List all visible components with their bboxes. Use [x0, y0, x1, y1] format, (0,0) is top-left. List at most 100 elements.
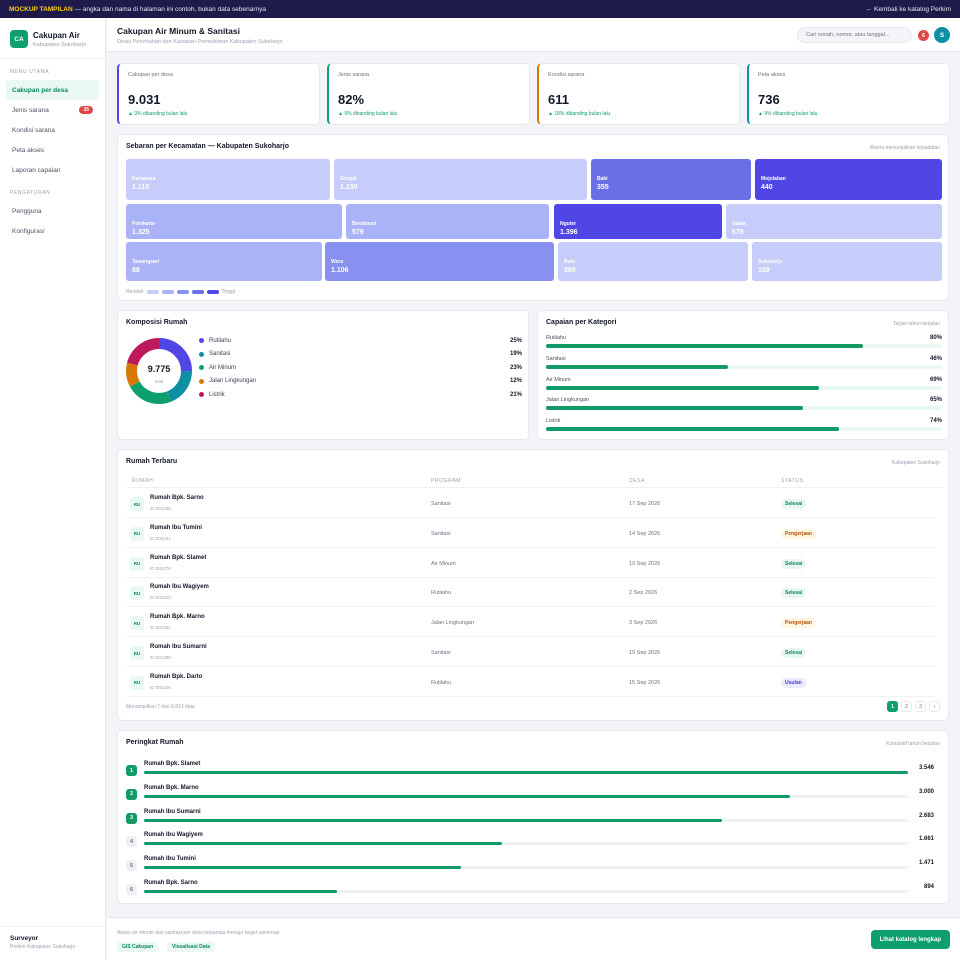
donut-slice[interactable] [126, 338, 192, 404]
legend-label: Listrik [209, 391, 225, 398]
district-value: 1.106 [331, 267, 349, 274]
legend-percent: 12% [509, 378, 522, 385]
rank-name: Rumah Bpk. Sarno [144, 880, 198, 886]
district-value: 389 [564, 267, 576, 274]
next-page-button[interactable]: › [929, 701, 940, 712]
status-badge: Selesai [781, 648, 807, 658]
ranking-card: Peringkat Rumah Kumulatif tahun berjalan… [117, 730, 949, 904]
table-row[interactable]: RU Rumah Bpk. Sarno ID 001236 Sanitasi 17 Se… [126, 488, 934, 518]
ranking-item[interactable]: 6 Rumah Bpk. Sarno 894 [126, 880, 934, 903]
app-title: Cakupan Air [33, 30, 80, 40]
page-button-3[interactable]: 3 [915, 701, 926, 712]
table-row[interactable]: RU Rumah Ibu Sumarni ID 001389 Sanitasi 19 S… [126, 637, 934, 667]
district-tile[interactable]: Mojolaban 440 [755, 159, 942, 200]
district-tile[interactable]: Tawangsari 88 [126, 242, 322, 281]
legend-high-label: Tinggi [221, 289, 235, 295]
section-label-settings: PENGATURAN [10, 190, 51, 196]
sidebar-item-pengguna[interactable]: Pengguna [6, 201, 99, 221]
rank-number: 1 [126, 765, 137, 776]
ranking-item[interactable]: 4 Rumah Ibu Wagiyem 1.661 [126, 832, 934, 855]
sidebar-item-label: Konfigurasi [12, 227, 45, 235]
rank-number: 6 [126, 884, 137, 895]
district-name: Nguter [560, 221, 577, 227]
legend-item: Rutilahu 25% [199, 334, 522, 348]
legend-swatch [206, 290, 219, 294]
footer-text: Akses air minum dan sanitasi per desa te… [117, 930, 281, 936]
page-button-2[interactable]: 2 [901, 701, 912, 712]
kpi-card: Peta akses 736 ▲ 9% dibanding bulan lalu [747, 63, 950, 125]
ranking-item[interactable]: 5 Rumah Ibu Tumini 1.471 [126, 856, 934, 879]
ranking-item[interactable]: 1 Rumah Bpk. Slamet 3.546 [126, 761, 934, 784]
table-row[interactable]: RU Rumah Ibu Wagiyem ID 001310 Rutilahu 2 Se… [126, 577, 934, 608]
ranking-item[interactable]: 3 Rumah Ibu Sumarni 2.683 [126, 809, 934, 832]
district-tile[interactable]: Polokarto 1.325 [126, 204, 342, 239]
table-note: Kabupaten Sukoharjo [891, 460, 940, 466]
search-input[interactable] [797, 27, 912, 43]
table-row[interactable]: RU Rumah Bpk. Slamet ID 001278 Air Minum 19 … [126, 548, 934, 578]
treemap-title: Sebaran per Kecamatan — Kabupaten Sukoha… [126, 143, 289, 150]
rank-value: 3.546 [918, 765, 934, 771]
district-tile[interactable]: Kartasura 1.119 [126, 159, 330, 200]
sidebar-item-cakupan-per-desa[interactable]: Cakupan per desa [6, 80, 99, 100]
table-row[interactable]: RU Rumah Bpk. Marno ID 001352 Jalan Lingkun… [126, 607, 934, 638]
district-value: 1.230 [340, 184, 358, 191]
achievement-title: Capaian per Kategori [546, 319, 617, 326]
sidebar-item-laporan-capaian[interactable]: Laporan capaian [6, 160, 99, 180]
column-header-desa[interactable]: DESA [629, 478, 646, 484]
column-header-status[interactable]: STATUS [781, 478, 804, 484]
progress-fill [546, 385, 820, 390]
donut-slice[interactable] [126, 338, 192, 404]
district-tile[interactable]: Gatak 678 [726, 204, 942, 239]
composition-legend: Rutilahu 25% Sanitasi 19% Air Minum 23% Jalan … [199, 334, 522, 402]
ranking-item[interactable]: 2 Rumah Bpk. Marno 3.000 [126, 785, 934, 808]
sidebar-item-label: Peta akses [12, 146, 45, 154]
district-value: 678 [732, 229, 744, 236]
district-tile[interactable]: Grogol 1.230 [334, 159, 587, 200]
user-profile[interactable]: Surveyor Perkim Kabupaten Sukoharjo [0, 926, 106, 960]
column-header-program[interactable]: PROGRAM [431, 478, 462, 484]
house-tag: RU [130, 646, 144, 660]
kpi-value: 82% [338, 92, 365, 107]
view-catalog-button[interactable]: Lihat katalog lengkap [870, 930, 950, 949]
chip-visualisasi-data[interactable]: Visualisasi Data [167, 942, 215, 952]
district-tile[interactable]: Baki 355 [591, 159, 751, 200]
user-name: Surveyor [10, 935, 39, 942]
district-tile[interactable]: Weru 1.106 [325, 242, 554, 281]
legend-dot [199, 338, 204, 344]
rank-name: Rumah Ibu Sumarni [144, 808, 201, 815]
avatar[interactable]: S [934, 27, 950, 43]
ranking-note: Kumulatif tahun berjalan [886, 741, 940, 747]
sidebar-item-konfigurasi[interactable]: Konfigurasi [6, 221, 99, 241]
house-id: ID 001426 [150, 684, 171, 690]
donut-slice[interactable] [126, 338, 192, 404]
sidebar-item-label: Pengguna [12, 207, 42, 215]
district-tile[interactable]: Nguter 1.396 [554, 204, 722, 239]
kpi-value: 9.031 [128, 92, 161, 107]
sidebar-item-label: Kondisi sarana [12, 126, 55, 134]
chip-gis-cakupan[interactable]: GIS Cakupan [117, 942, 159, 952]
category-progress: Rutilahu 80% [546, 335, 942, 348]
back-to-catalog-link[interactable]: ← Kembali ke katalog Perkim [865, 5, 951, 13]
sidebar-item-kondisi-sarana[interactable]: Kondisi sarana [6, 120, 99, 140]
density-legend: Rendah Tinggi [126, 289, 235, 295]
legend-swatch [191, 290, 204, 294]
category-label: Jalan Lingkungan [546, 397, 590, 404]
sidebar-item-peta-akses[interactable]: Peta akses [6, 140, 99, 160]
district-tile[interactable]: Sukoharjo 159 [752, 242, 942, 281]
status-badge: Selesai [781, 588, 807, 599]
notification-badge[interactable]: 6 [918, 30, 929, 41]
table-row[interactable]: RU Rumah Ibu Tumini ID 001241 Sanitasi 14 Se… [126, 518, 934, 548]
page-button-1[interactable]: 1 [887, 701, 898, 712]
category-percent: 46% [929, 355, 942, 362]
rank-name: Rumah Bpk. Marno [144, 784, 199, 791]
sidebar-item-jenis-sarana[interactable]: Jenis sarana 35 [6, 100, 99, 120]
district-tile[interactable]: Bulu 389 [558, 242, 748, 281]
column-header-rumah[interactable]: RUMAH [132, 478, 154, 484]
table-row[interactable]: RU Rumah Bpk. Darto ID 001426 Rutilahu 15 Se… [126, 667, 934, 697]
legend-dot [199, 378, 204, 384]
legend-item: Listrik 21% [199, 388, 522, 402]
kpi-card: Jenis sarana 82% ▲ 9% dibanding bulan lalu [327, 63, 530, 125]
district-tile[interactable]: Bendosari 579 [346, 204, 549, 239]
recent-houses-card: Rumah Terbaru Kabupaten Sukoharjo RUMAH … [117, 449, 949, 721]
legend-swatch [176, 290, 189, 294]
